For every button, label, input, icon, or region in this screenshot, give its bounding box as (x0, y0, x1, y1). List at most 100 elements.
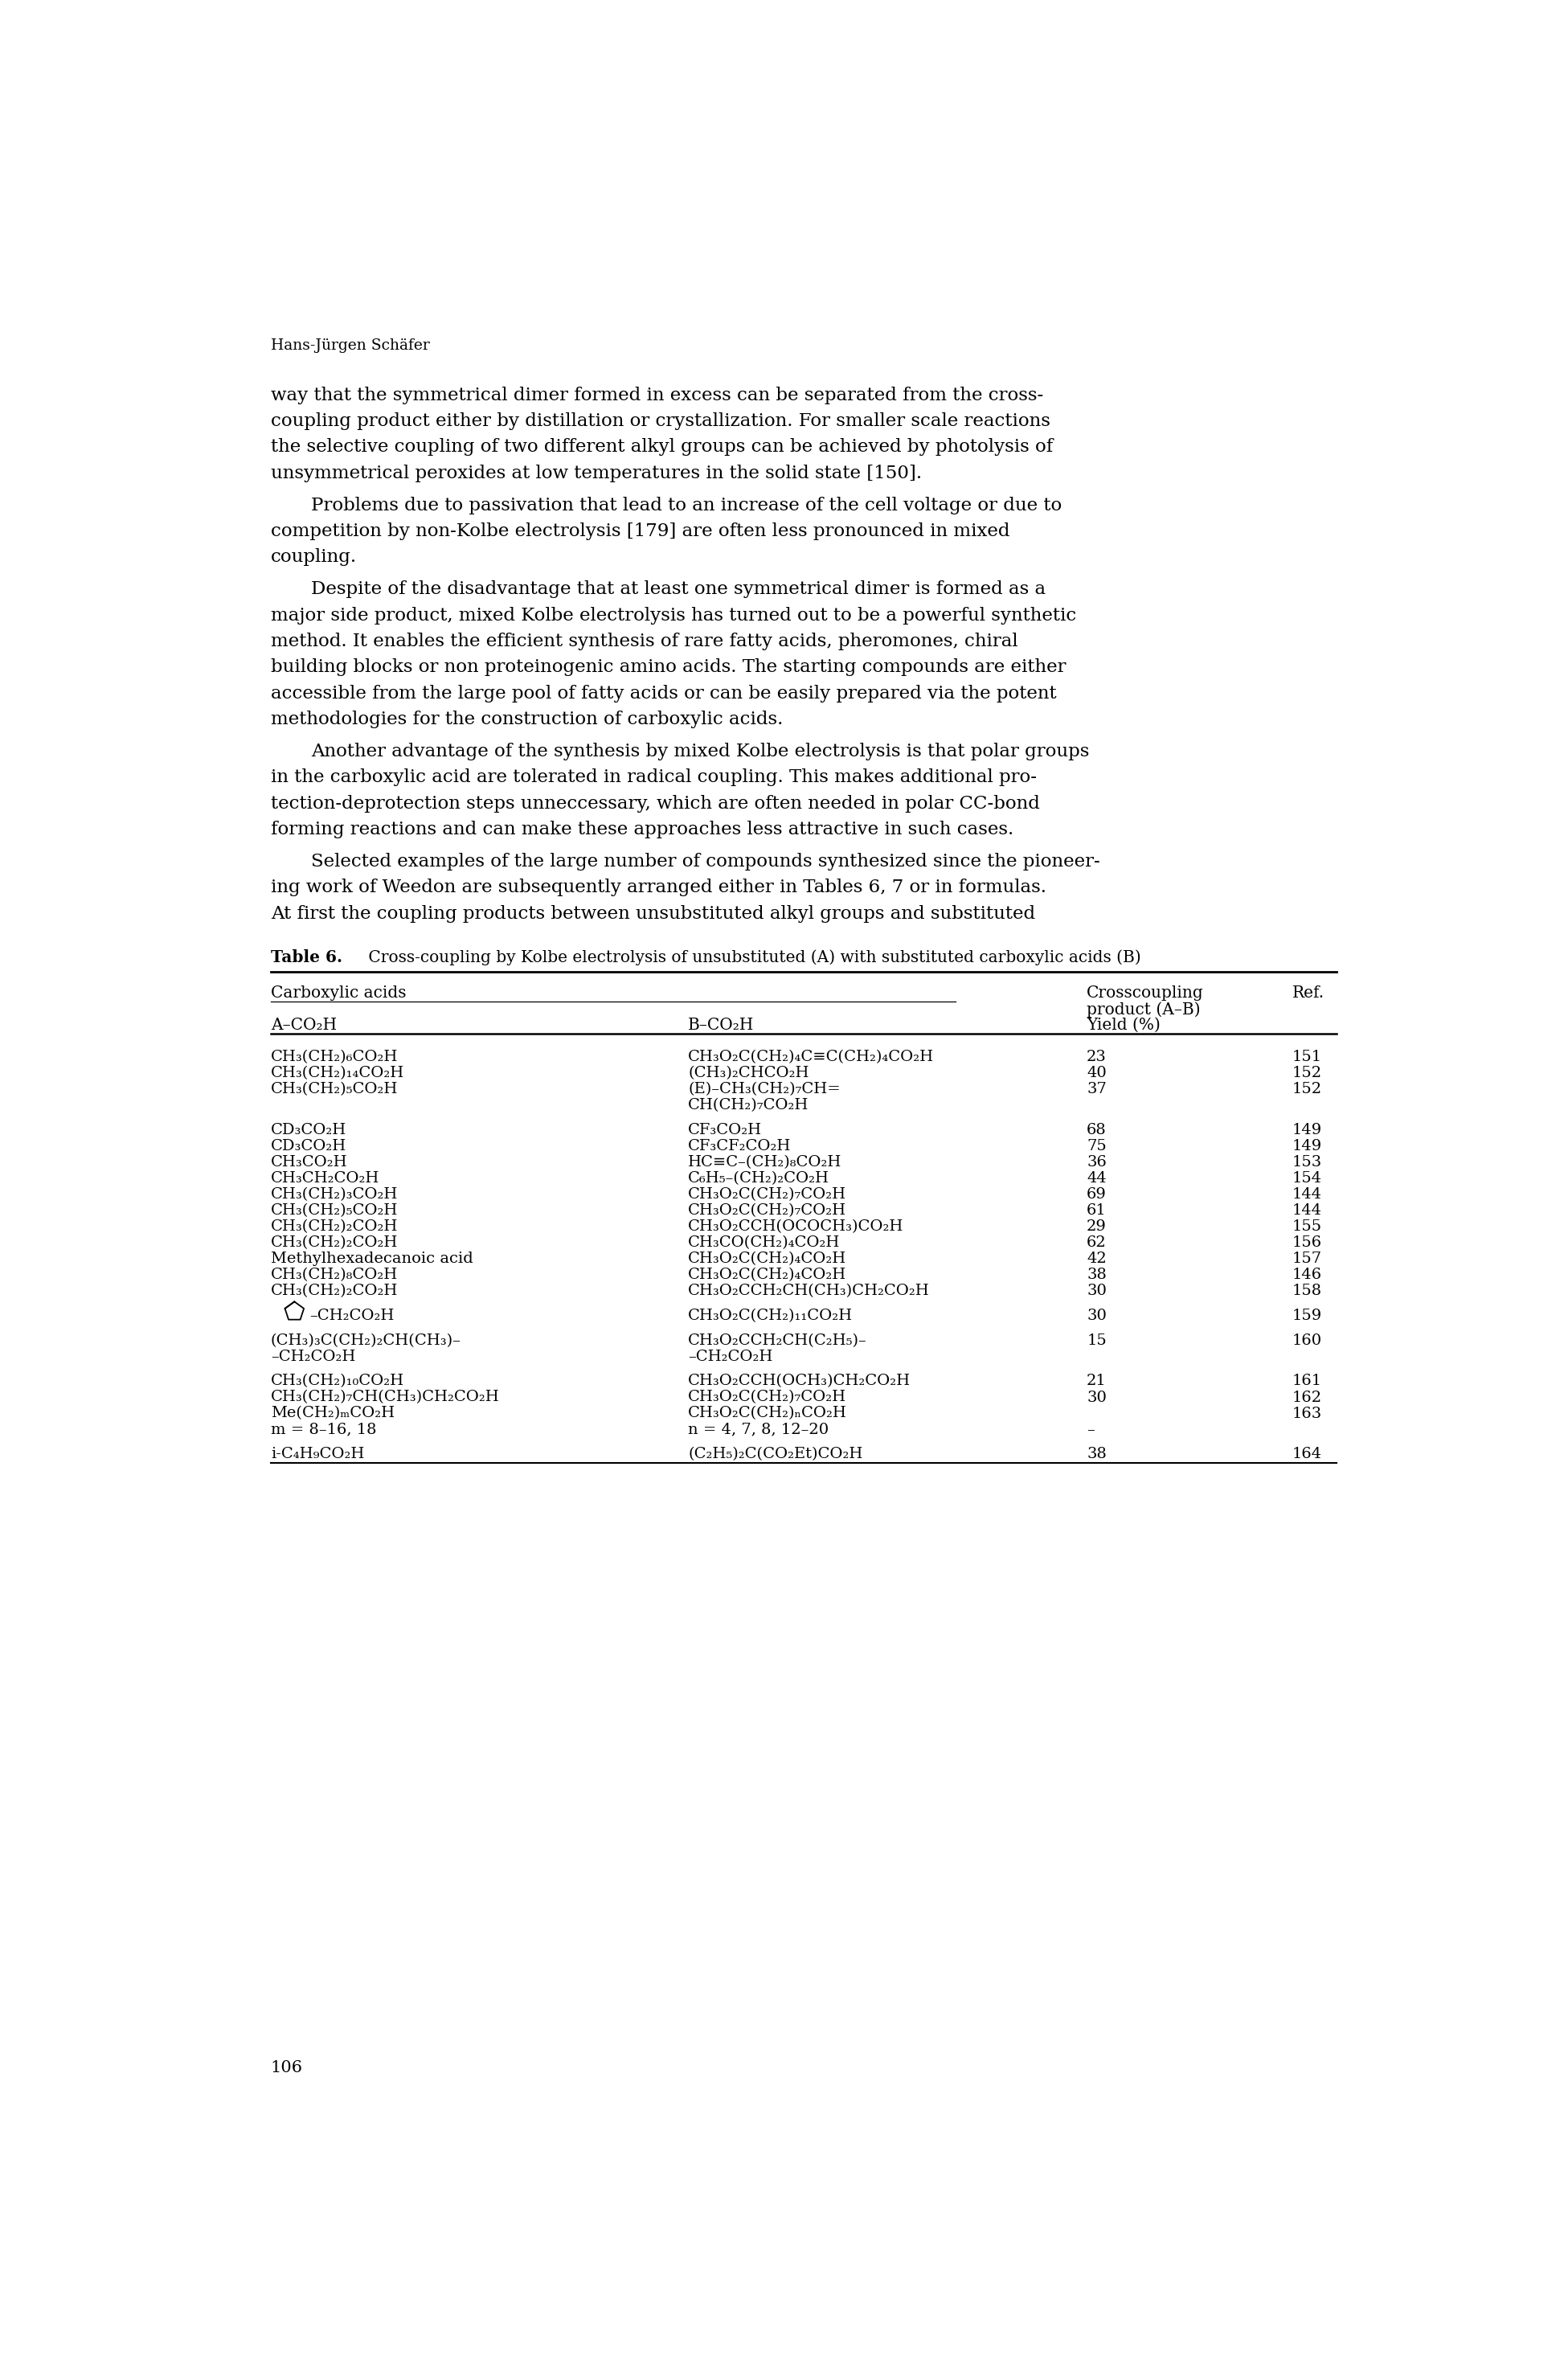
Text: C₆H₅–(CH₂)₂CO₂H: C₆H₅–(CH₂)₂CO₂H (688, 1172, 829, 1186)
Text: Carboxylic acids: Carboxylic acids (271, 985, 406, 1002)
Text: 61: 61 (1087, 1203, 1107, 1217)
Text: 155: 155 (1292, 1220, 1322, 1234)
Text: 42: 42 (1087, 1253, 1107, 1267)
Text: CH₃O₂C(CH₂)₇CO₂H: CH₃O₂C(CH₂)₇CO₂H (688, 1390, 847, 1404)
Text: coupling product either by distillation or crystallization. For smaller scale re: coupling product either by distillation … (271, 412, 1051, 431)
Text: CH₃O₂CCH₂CH(CH₃)CH₂CO₂H: CH₃O₂CCH₂CH(CH₃)CH₂CO₂H (688, 1283, 930, 1298)
Text: 152: 152 (1292, 1066, 1322, 1080)
Text: 159: 159 (1292, 1310, 1322, 1324)
Text: 161: 161 (1292, 1373, 1322, 1388)
Text: forming reactions and can make these approaches less attractive in such cases.: forming reactions and can make these app… (271, 822, 1013, 838)
Text: CD₃CO₂H: CD₃CO₂H (271, 1139, 347, 1153)
Text: (C₂H₅)₂C(CO₂Et)CO₂H: (C₂H₅)₂C(CO₂Et)CO₂H (688, 1447, 862, 1461)
Text: CH₃O₂CCH₂CH(C₂H₅)–: CH₃O₂CCH₂CH(C₂H₅)– (688, 1333, 867, 1347)
Text: CH₃(CH₂)₇CH(CH₃)CH₂CO₂H: CH₃(CH₂)₇CH(CH₃)CH₂CO₂H (271, 1390, 500, 1404)
Text: 144: 144 (1292, 1203, 1322, 1217)
Text: 29: 29 (1087, 1220, 1107, 1234)
Text: CH₃(CH₂)₁₀CO₂H: CH₃(CH₂)₁₀CO₂H (271, 1373, 405, 1388)
Text: CH₃(CH₂)₃CO₂H: CH₃(CH₂)₃CO₂H (271, 1186, 398, 1201)
Text: 152: 152 (1292, 1082, 1322, 1096)
Text: (E)–CH₃(CH₂)₇CH=: (E)–CH₃(CH₂)₇CH= (688, 1082, 840, 1096)
Text: CH(CH₂)₇CO₂H: CH(CH₂)₇CO₂H (688, 1099, 809, 1113)
Text: 162: 162 (1292, 1390, 1322, 1404)
Text: CH₃O₂CCH(OCH₃)CH₂CO₂H: CH₃O₂CCH(OCH₃)CH₂CO₂H (688, 1373, 911, 1388)
Text: CD₃CO₂H: CD₃CO₂H (271, 1122, 347, 1137)
Text: Despite of the disadvantage that at least one symmetrical dimer is formed as a: Despite of the disadvantage that at leas… (310, 580, 1046, 599)
Text: Table 6.: Table 6. (271, 950, 342, 966)
Text: 40: 40 (1087, 1066, 1107, 1080)
Text: 38: 38 (1087, 1447, 1107, 1461)
Text: 106: 106 (271, 2060, 303, 2077)
Text: 30: 30 (1087, 1310, 1107, 1324)
Text: CH₃O₂C(CH₂)ₙCO₂H: CH₃O₂C(CH₂)ₙCO₂H (688, 1407, 847, 1421)
Text: 62: 62 (1087, 1236, 1107, 1250)
Text: 156: 156 (1292, 1236, 1322, 1250)
Text: (CH₃)₃C(CH₂)₂CH(CH₃)–: (CH₃)₃C(CH₂)₂CH(CH₃)– (271, 1333, 461, 1347)
Text: 37: 37 (1087, 1082, 1107, 1096)
Text: –CH₂CO₂H: –CH₂CO₂H (688, 1350, 773, 1364)
Text: 149: 149 (1292, 1139, 1322, 1153)
Text: CH₃(CH₂)₈CO₂H: CH₃(CH₂)₈CO₂H (271, 1267, 398, 1281)
Text: CH₃CH₂CO₂H: CH₃CH₂CO₂H (271, 1172, 379, 1186)
Text: building blocks or non proteinogenic amino acids. The starting compounds are eit: building blocks or non proteinogenic ami… (271, 658, 1066, 677)
Text: 158: 158 (1292, 1283, 1322, 1298)
Text: coupling.: coupling. (271, 549, 358, 566)
Text: CH₃O₂C(CH₂)₁₁CO₂H: CH₃O₂C(CH₂)₁₁CO₂H (688, 1310, 853, 1324)
Text: Methylhexadecanoic acid: Methylhexadecanoic acid (271, 1253, 474, 1267)
Text: Yield (%): Yield (%) (1087, 1018, 1160, 1032)
Text: 44: 44 (1087, 1172, 1107, 1186)
Text: 149: 149 (1292, 1122, 1322, 1137)
Text: in the carboxylic acid are tolerated in radical coupling. This makes additional : in the carboxylic acid are tolerated in … (271, 770, 1036, 786)
Text: Cross-coupling by Kolbe electrolysis of unsubstituted (A) with substituted carbo: Cross-coupling by Kolbe electrolysis of … (364, 950, 1142, 966)
Text: 160: 160 (1292, 1333, 1322, 1347)
Text: CH₃O₂C(CH₂)₄C≡C(CH₂)₄CO₂H: CH₃O₂C(CH₂)₄C≡C(CH₂)₄CO₂H (688, 1049, 935, 1063)
Text: CH₃(CH₂)₂CO₂H: CH₃(CH₂)₂CO₂H (271, 1236, 398, 1250)
Text: 15: 15 (1087, 1333, 1107, 1347)
Text: CH₃O₂C(CH₂)₄CO₂H: CH₃O₂C(CH₂)₄CO₂H (688, 1267, 847, 1281)
Text: tection-deprotection steps unneccessary, which are often needed in polar CC-bond: tection-deprotection steps unneccessary,… (271, 796, 1040, 812)
Text: CH₃CO(CH₂)₄CO₂H: CH₃CO(CH₂)₄CO₂H (688, 1236, 840, 1250)
Text: 154: 154 (1292, 1172, 1322, 1186)
Text: 153: 153 (1292, 1156, 1322, 1170)
Text: CH₃O₂C(CH₂)₄CO₂H: CH₃O₂C(CH₂)₄CO₂H (688, 1253, 847, 1267)
Text: CH₃(CH₂)₅CO₂H: CH₃(CH₂)₅CO₂H (271, 1082, 398, 1096)
Text: 69: 69 (1087, 1186, 1107, 1201)
Text: way that the symmetrical dimer formed in excess can be separated from the cross-: way that the symmetrical dimer formed in… (271, 386, 1043, 405)
Text: CH₃(CH₂)₂CO₂H: CH₃(CH₂)₂CO₂H (271, 1220, 398, 1234)
Text: 163: 163 (1292, 1407, 1322, 1421)
Text: CF₃CF₂CO₂H: CF₃CF₂CO₂H (688, 1139, 792, 1153)
Text: Another advantage of the synthesis by mixed Kolbe electrolysis is that polar gro: Another advantage of the synthesis by mi… (310, 744, 1090, 760)
Text: methodologies for the construction of carboxylic acids.: methodologies for the construction of ca… (271, 710, 782, 729)
Text: 30: 30 (1087, 1283, 1107, 1298)
Text: 157: 157 (1292, 1253, 1322, 1267)
Text: accessible from the large pool of fatty acids or can be easily prepared via the : accessible from the large pool of fatty … (271, 684, 1057, 703)
Text: CH₃CO₂H: CH₃CO₂H (271, 1156, 348, 1170)
Text: 38: 38 (1087, 1267, 1107, 1281)
Text: Crosscoupling: Crosscoupling (1087, 985, 1204, 1002)
Text: 36: 36 (1087, 1156, 1107, 1170)
Text: 23: 23 (1087, 1049, 1107, 1063)
Text: Problems due to passivation that lead to an increase of the cell voltage or due : Problems due to passivation that lead to… (310, 497, 1062, 514)
Text: i-C₄H₉CO₂H: i-C₄H₉CO₂H (271, 1447, 364, 1461)
Text: 164: 164 (1292, 1447, 1322, 1461)
Text: Ref.: Ref. (1292, 985, 1325, 1002)
Text: method. It enables the efficient synthesis of rare fatty acids, pheromones, chir: method. It enables the efficient synthes… (271, 632, 1018, 651)
Text: CH₃(CH₂)₆CO₂H: CH₃(CH₂)₆CO₂H (271, 1049, 398, 1063)
Text: –CH₂CO₂H: –CH₂CO₂H (271, 1350, 356, 1364)
Text: –CH₂CO₂H: –CH₂CO₂H (309, 1310, 394, 1324)
Text: CH₃O₂CCH(OCOCH₃)CO₂H: CH₃O₂CCH(OCOCH₃)CO₂H (688, 1220, 903, 1234)
Text: the selective coupling of two different alkyl groups can be achieved by photolys: the selective coupling of two different … (271, 438, 1054, 457)
Text: HC≡C–(CH₂)₈CO₂H: HC≡C–(CH₂)₈CO₂H (688, 1156, 842, 1170)
Text: (CH₃)₂CHCO₂H: (CH₃)₂CHCO₂H (688, 1066, 809, 1080)
Text: product (A–B): product (A–B) (1087, 1002, 1201, 1018)
Text: CH₃(CH₂)₅CO₂H: CH₃(CH₂)₅CO₂H (271, 1203, 398, 1217)
Text: –: – (1087, 1423, 1094, 1437)
Text: A–CO₂H: A–CO₂H (271, 1018, 337, 1032)
Text: CH₃O₂C(CH₂)₇CO₂H: CH₃O₂C(CH₂)₇CO₂H (688, 1186, 847, 1201)
Text: unsymmetrical peroxides at low temperatures in the solid state [150].: unsymmetrical peroxides at low temperatu… (271, 464, 922, 483)
Text: Hans-Jürgen Schäfer: Hans-Jürgen Schäfer (271, 339, 430, 353)
Text: B–CO₂H: B–CO₂H (688, 1018, 754, 1032)
Text: 75: 75 (1087, 1139, 1107, 1153)
Text: m = 8–16, 18: m = 8–16, 18 (271, 1423, 376, 1437)
Text: CF₃CO₂H: CF₃CO₂H (688, 1122, 762, 1137)
